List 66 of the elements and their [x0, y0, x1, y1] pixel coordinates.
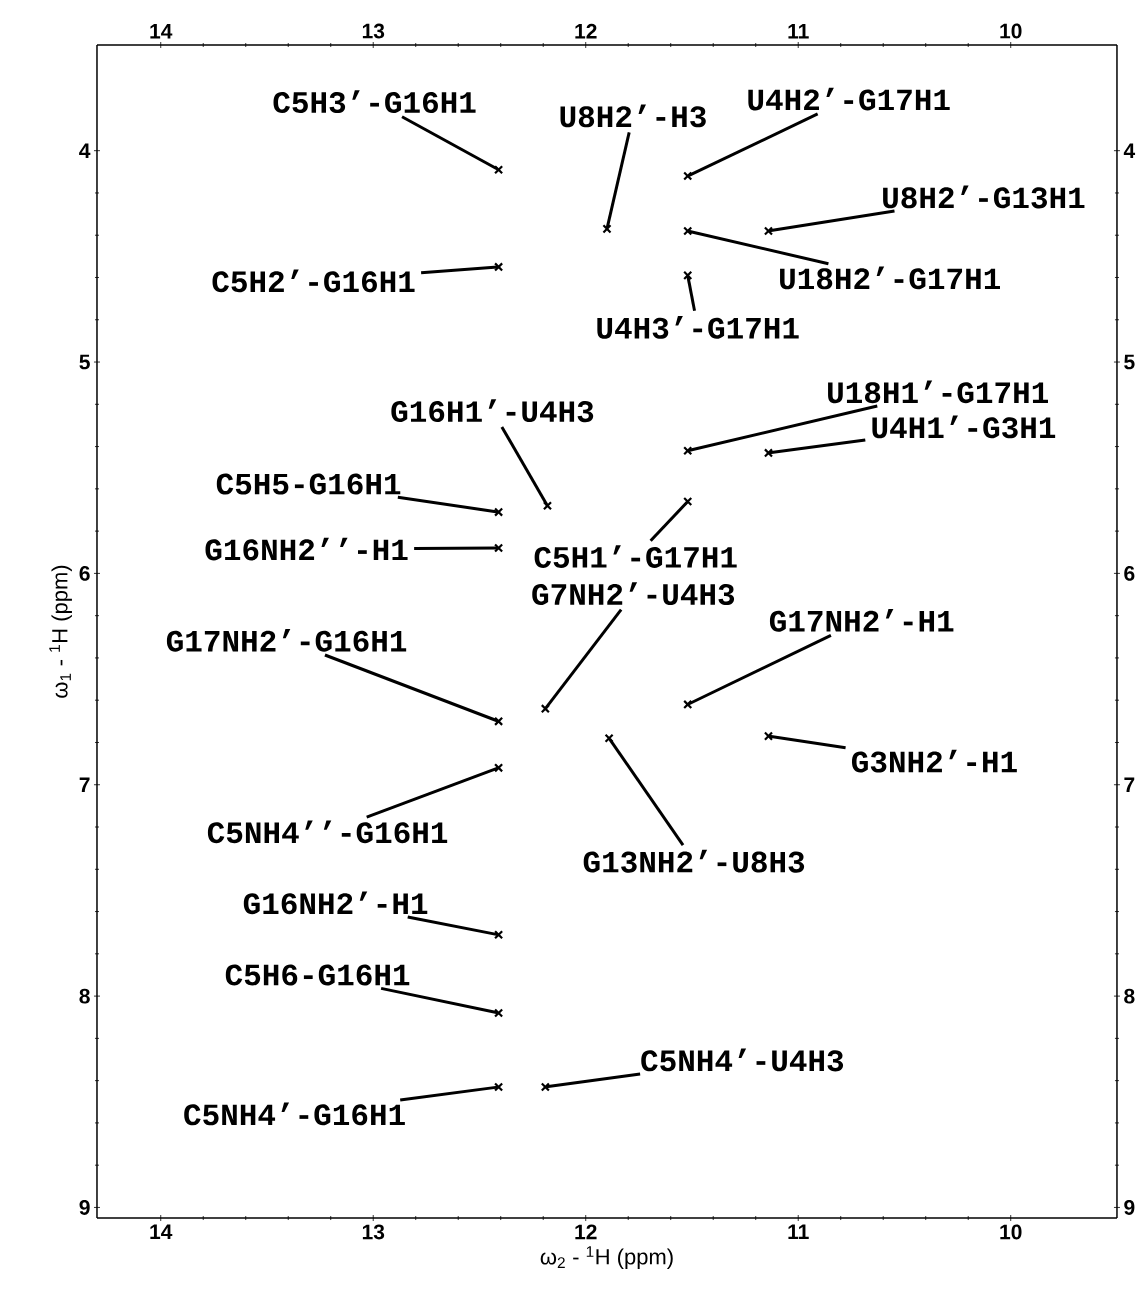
annotation: C5NH4’’-G16H1 [207, 820, 448, 844]
annotation: U4H1’-G3H1 [872, 415, 1056, 439]
annotation: U8H2’-H3 [560, 104, 706, 128]
point [540, 704, 550, 714]
annotation: C5H3’-G16H1 [273, 90, 476, 114]
y2-tick-label: 4 [1123, 143, 1136, 158]
point [763, 448, 774, 458]
point [683, 270, 693, 281]
point [540, 1082, 550, 1092]
y2-tick-label: 6 [1124, 565, 1135, 581]
annotation: C5H5-G16H1 [216, 473, 401, 495]
point [493, 262, 504, 272]
point [493, 716, 504, 726]
x-tick-label: 11 [788, 1224, 809, 1239]
x2-tick-label: 13 [362, 23, 385, 39]
annotation: U4H2’-G17H1 [748, 87, 950, 111]
annotation: C5H2’-G16H1 [212, 269, 415, 293]
x2-tick-label: 10 [1000, 23, 1022, 39]
y-tick-label: 6 [79, 565, 90, 581]
annotation: U18H2’-G17H1 [780, 266, 1000, 290]
x2-tick-label: 11 [788, 24, 809, 39]
y-tick-label: 5 [79, 354, 90, 370]
y2-tick-label: 7 [1124, 777, 1135, 792]
point [493, 1082, 504, 1092]
annotation: G16H1’-U4H3 [391, 399, 594, 423]
annotation: G3NH2’-H1 [851, 749, 1017, 773]
annotation: G17NH2’-H1 [769, 609, 954, 632]
x-tick-label: 12 [575, 1224, 597, 1240]
point [542, 501, 553, 511]
point [683, 446, 693, 456]
y-tick-label: 9 [79, 1200, 90, 1215]
y-tick-label: 4 [79, 143, 91, 158]
point [493, 543, 504, 553]
annotation: U4H3’-G17H1 [597, 315, 799, 339]
annotation: G13NH2’-U8H3 [583, 849, 805, 873]
y2-tick-label: 5 [1124, 354, 1135, 370]
annotation: G16NH2’-H1 [243, 891, 428, 915]
x2-tick-label: 14 [150, 24, 173, 39]
annotation: G16NH2’’-H1 [205, 537, 408, 561]
annotation: U18H1’-G17H1 [828, 380, 1048, 404]
x-tick-label: 13 [362, 1224, 385, 1240]
point [493, 507, 504, 517]
point [493, 165, 504, 175]
annotation: C5NH4’-G16H1 [184, 1102, 405, 1126]
point [683, 171, 693, 181]
annotation: C5H1’-G17H1 [534, 545, 737, 568]
point [493, 930, 504, 940]
x-tick-label: 10 [1000, 1224, 1022, 1240]
y-tick-label: 7 [79, 777, 90, 792]
y-axis-title: ω$_{1}$ - $^{1}$H (ppm) [49, 565, 72, 698]
point [493, 1008, 504, 1018]
y2-tick-label: 8 [1124, 988, 1135, 1004]
annotation: U8H2’-G13H1 [883, 185, 1085, 209]
y-tick-label: 8 [79, 988, 90, 1004]
x-axis-title: ω$_{2}$ - $^{1}$H (ppm) [540, 1246, 673, 1269]
x-tick-label: 14 [150, 1224, 173, 1239]
annotation: C5H6-G16H1 [225, 964, 410, 986]
annotation: C5NH4’-U4H3 [641, 1048, 844, 1072]
point [683, 699, 693, 710]
point [763, 226, 774, 236]
point [602, 224, 612, 234]
point [763, 731, 774, 741]
y2-tick-label: 9 [1124, 1200, 1135, 1215]
annotation: G17NH2’-G16H1 [166, 628, 407, 652]
x2-tick-label: 12 [575, 23, 597, 39]
annotation: G7NH2’-U4H3 [532, 582, 735, 606]
